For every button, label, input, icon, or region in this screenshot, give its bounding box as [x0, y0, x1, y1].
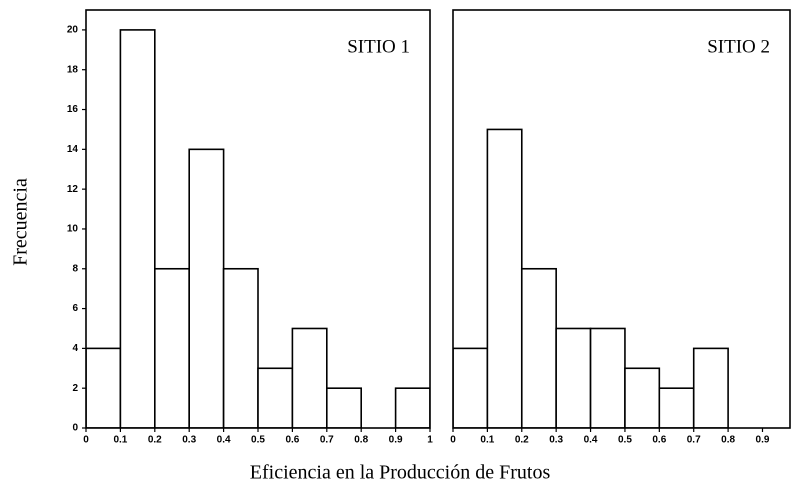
bar: [119, 29, 156, 428]
panel-title: SITIO 1: [347, 36, 410, 57]
bar: [453, 347, 489, 428]
y-tick-label: 20: [67, 25, 79, 36]
y-tick-label: 4: [72, 343, 78, 354]
y-tick-label: 6: [72, 303, 78, 314]
y-tick-label: 12: [67, 184, 79, 195]
bar: [555, 327, 592, 428]
panel-title: SITIO 2: [707, 36, 770, 57]
y-tick-label: 14: [67, 144, 79, 155]
x-axis-label: Eficiencia en la Producción de Frutos: [250, 462, 551, 484]
x-tick-label: 0.8: [354, 435, 368, 446]
x-tick-label: 0.2: [148, 435, 162, 446]
bar: [154, 267, 191, 428]
x-tick-label: 0: [83, 435, 89, 446]
bar: [325, 387, 362, 428]
bar: [291, 327, 328, 428]
bar: [692, 347, 729, 428]
plot-frame: [452, 9, 791, 429]
y-tick-label: 16: [67, 104, 79, 115]
bar: [658, 387, 695, 428]
x-tick-label: 0.1: [113, 435, 127, 446]
x-tick-label: 0.3: [182, 435, 196, 446]
bar: [86, 347, 122, 428]
x-tick-label: 0.5: [618, 435, 632, 446]
x-tick-label: 0: [450, 435, 456, 446]
x-tick-label: 0.1: [480, 435, 494, 446]
x-tick-label: 0.9: [389, 435, 403, 446]
y-tick-label: 2: [72, 383, 78, 394]
x-tick-label: 0.5: [251, 435, 265, 446]
bar: [222, 267, 259, 428]
bar: [589, 327, 626, 428]
y-tick-label: 0: [72, 423, 78, 434]
y-axis-label: Frecuencia: [10, 178, 32, 266]
y-tick-label: 8: [72, 263, 78, 274]
y-tick-label: 18: [67, 64, 79, 75]
bar: [188, 148, 225, 428]
x-tick-label: 0.9: [756, 435, 770, 446]
x-tick-label: 0.6: [285, 435, 299, 446]
bar: [520, 267, 557, 428]
x-tick-label: 0.7: [687, 435, 701, 446]
x-tick-label: 1: [427, 435, 433, 446]
x-tick-label: 0.6: [652, 435, 666, 446]
y-tick-label: 10: [67, 224, 79, 235]
x-tick-label: 0.7: [320, 435, 334, 446]
bar: [394, 387, 430, 428]
bar: [257, 367, 294, 428]
x-tick-label: 0.4: [217, 435, 231, 446]
x-tick-label: 0.3: [549, 435, 563, 446]
bar: [486, 128, 523, 428]
x-tick-label: 0.2: [515, 435, 529, 446]
x-tick-label: 0.8: [721, 435, 735, 446]
bar: [624, 367, 661, 428]
x-tick-label: 0.4: [584, 435, 598, 446]
